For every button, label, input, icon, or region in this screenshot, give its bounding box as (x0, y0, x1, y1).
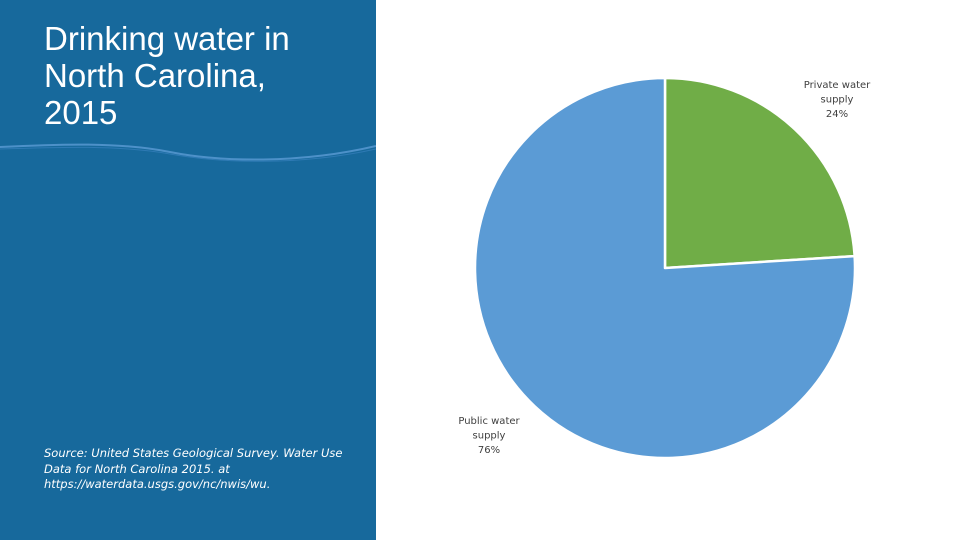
pie-label-line: Private water (804, 80, 871, 91)
pie-chart: Private water supply 24% Public water supply… (458, 76, 871, 460)
pie-label-line: 76% (478, 445, 500, 456)
title-line: North Carolina, (44, 57, 266, 94)
source-line: Source: United States Geological Survey.… (44, 446, 343, 460)
source-line: https://waterdata.usgs.gov/nc/nwis/wu. (44, 477, 271, 491)
source-line: Data for North Carolina 2015. at (44, 461, 230, 476)
title-line: 2015 (44, 94, 118, 131)
pie-slice-public-water-supply (473, 76, 857, 460)
source-note: Source: United States Geological Survey.… (44, 446, 354, 493)
pie-slice-label: Private water supply 24% (804, 80, 871, 120)
pie-label-line: supply (473, 431, 506, 442)
title-panel: Drinking water in North Carolina, 2015 S… (0, 0, 376, 540)
pie-slice-label: Public water supply 76% (458, 416, 520, 456)
pie-label-line: supply (821, 95, 854, 106)
pie-label-line: Public water (458, 416, 520, 427)
slide-title: Drinking water in North Carolina, 2015 (44, 20, 344, 131)
decorative-wave (0, 143, 376, 162)
pie-slice-private-water-supply (663, 76, 856, 270)
title-line: Drinking water in (44, 20, 290, 57)
pie-label-line: 24% (826, 109, 848, 120)
